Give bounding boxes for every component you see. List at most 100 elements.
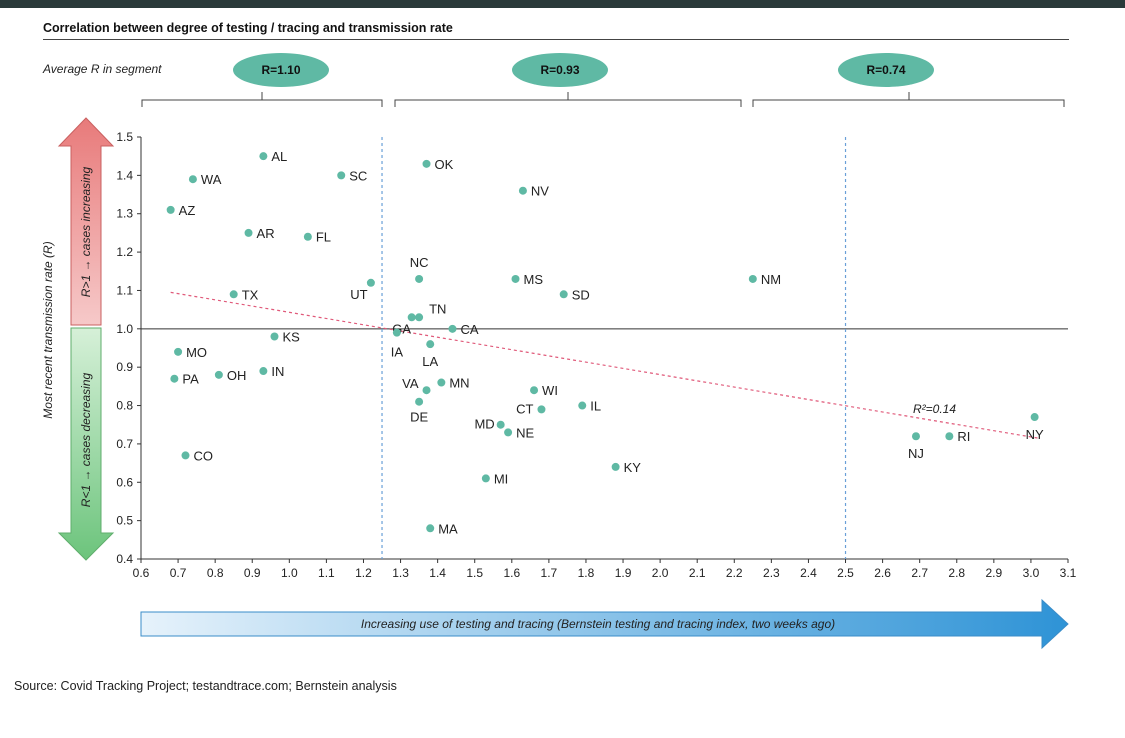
- point-label-ct: CT: [516, 401, 533, 416]
- x-tick-label: 1.3: [392, 566, 409, 580]
- x-tick-label: 1.4: [429, 566, 446, 580]
- point-va: [422, 386, 431, 395]
- chart-title: Correlation between degree of testing / …: [43, 21, 1069, 40]
- arrow-up: [57, 117, 115, 326]
- x-tick-label: 1.2: [355, 566, 372, 580]
- x-tick-label: 3.0: [1023, 566, 1040, 580]
- y-tick-label: 1.4: [116, 168, 133, 182]
- point-label-az: AZ: [179, 203, 196, 218]
- point-nc: [415, 274, 424, 283]
- point-mi: [481, 474, 490, 483]
- point-label-wa: WA: [201, 172, 222, 187]
- point-wa: [188, 175, 197, 184]
- point-label-ma: MA: [438, 521, 458, 536]
- x-tick-label: 1.1: [318, 566, 335, 580]
- point-label-ms: MS: [524, 272, 544, 287]
- point-ne: [504, 428, 513, 437]
- y-tick-label: 1.2: [116, 245, 133, 259]
- point-pa: [170, 374, 179, 383]
- point-az: [166, 205, 175, 214]
- arrow-up-label: R>1 → cases increasing: [79, 166, 93, 297]
- r-squared-label: R²=0.14: [913, 402, 956, 416]
- segment-label: Average R in segment: [43, 62, 162, 76]
- segment-pill-1: R=1.10: [233, 53, 329, 87]
- point-label-ia: IA: [391, 345, 404, 360]
- point-tn: [415, 313, 424, 322]
- point-label-va: VA: [402, 376, 419, 391]
- x-tick-label: 2.2: [726, 566, 743, 580]
- point-in: [259, 367, 268, 376]
- x-tick-label: 0.8: [207, 566, 224, 580]
- point-label-in: IN: [271, 364, 284, 379]
- point-ut: [366, 278, 375, 287]
- point-label-ks: KS: [282, 329, 300, 344]
- point-ma: [426, 524, 435, 533]
- arrow-down: [57, 327, 115, 561]
- point-il: [578, 401, 587, 410]
- point-label-oh: OH: [227, 368, 247, 383]
- y-tick-label: 0.5: [116, 514, 133, 528]
- point-label-ny: NY: [1026, 427, 1044, 442]
- x-tick-label: 1.9: [615, 566, 632, 580]
- point-ms: [511, 274, 520, 283]
- y-tick-label: 0.8: [116, 399, 133, 413]
- x-tick-label: 0.6: [133, 566, 150, 580]
- source-note: Source: Covid Tracking Project; testandt…: [14, 679, 397, 693]
- x-tick-label: 1.8: [578, 566, 595, 580]
- trendline: [170, 291, 1039, 439]
- point-label-la: LA: [422, 354, 438, 369]
- y-tick-label: 0.6: [116, 475, 133, 489]
- segment-brackets: [141, 92, 1065, 107]
- segment-pill-3: R=0.74: [838, 53, 934, 87]
- point-label-ky: KY: [624, 460, 642, 475]
- point-label-ri: RI: [957, 429, 970, 444]
- y-tick-label: 1.1: [116, 283, 133, 297]
- point-label-tn: TN: [429, 301, 446, 316]
- point-sd: [559, 290, 568, 299]
- point-label-ut: UT: [350, 287, 367, 302]
- point-fl: [303, 232, 312, 241]
- x-tick-label: 2.6: [874, 566, 891, 580]
- point-ks: [270, 332, 279, 341]
- point-label-sc: SC: [349, 168, 367, 183]
- y-tick-label: 1.3: [116, 207, 133, 221]
- point-ky: [611, 462, 620, 471]
- point-ny: [1030, 413, 1039, 422]
- point-co: [181, 451, 190, 460]
- plot-area: 0.4 0.5 0.6 0.7 0.8 0.9 1.0 1.1 1.2 1.3 1.4 1.5 0.6 0…: [116, 130, 1076, 580]
- point-ga: [407, 313, 416, 322]
- x-tick-label: 1.0: [281, 566, 298, 580]
- x-tick-label: 1.6: [503, 566, 520, 580]
- point-ct: [537, 405, 546, 414]
- x-tick-label: 2.4: [800, 566, 817, 580]
- point-mo: [174, 347, 183, 356]
- x-tick-label: 3.1: [1060, 566, 1077, 580]
- point-label-mo: MO: [186, 345, 207, 360]
- point-al: [259, 152, 268, 161]
- x-tick-label: 2.9: [985, 566, 1002, 580]
- point-label-nc: NC: [410, 255, 429, 270]
- segment-pill-2: R=0.93: [512, 53, 608, 87]
- y-tick-label: 1.5: [116, 130, 133, 144]
- point-nv: [518, 186, 527, 195]
- point-label-il: IL: [590, 399, 601, 414]
- point-wi: [530, 386, 539, 395]
- x-tick-label: 2.8: [948, 566, 965, 580]
- point-label-fl: FL: [316, 230, 331, 245]
- arrow-down-label: R<1 → cases decreasing: [79, 372, 93, 507]
- point-label-al: AL: [271, 149, 287, 164]
- point-label-sd: SD: [572, 287, 590, 302]
- x-tick-label: 0.9: [244, 566, 261, 580]
- point-tx: [229, 290, 238, 299]
- x-tick-label: 2.0: [652, 566, 669, 580]
- x-tick-label: 2.1: [689, 566, 706, 580]
- point-label-md: MD: [474, 417, 494, 432]
- point-label-co: CO: [193, 448, 213, 463]
- point-nj: [911, 432, 920, 441]
- point-ca: [448, 324, 457, 333]
- point-label-mn: MN: [449, 376, 469, 391]
- point-label-wi: WI: [542, 383, 558, 398]
- point-label-ar: AR: [257, 226, 275, 241]
- point-sc: [337, 171, 346, 180]
- top-bar: [0, 0, 1125, 8]
